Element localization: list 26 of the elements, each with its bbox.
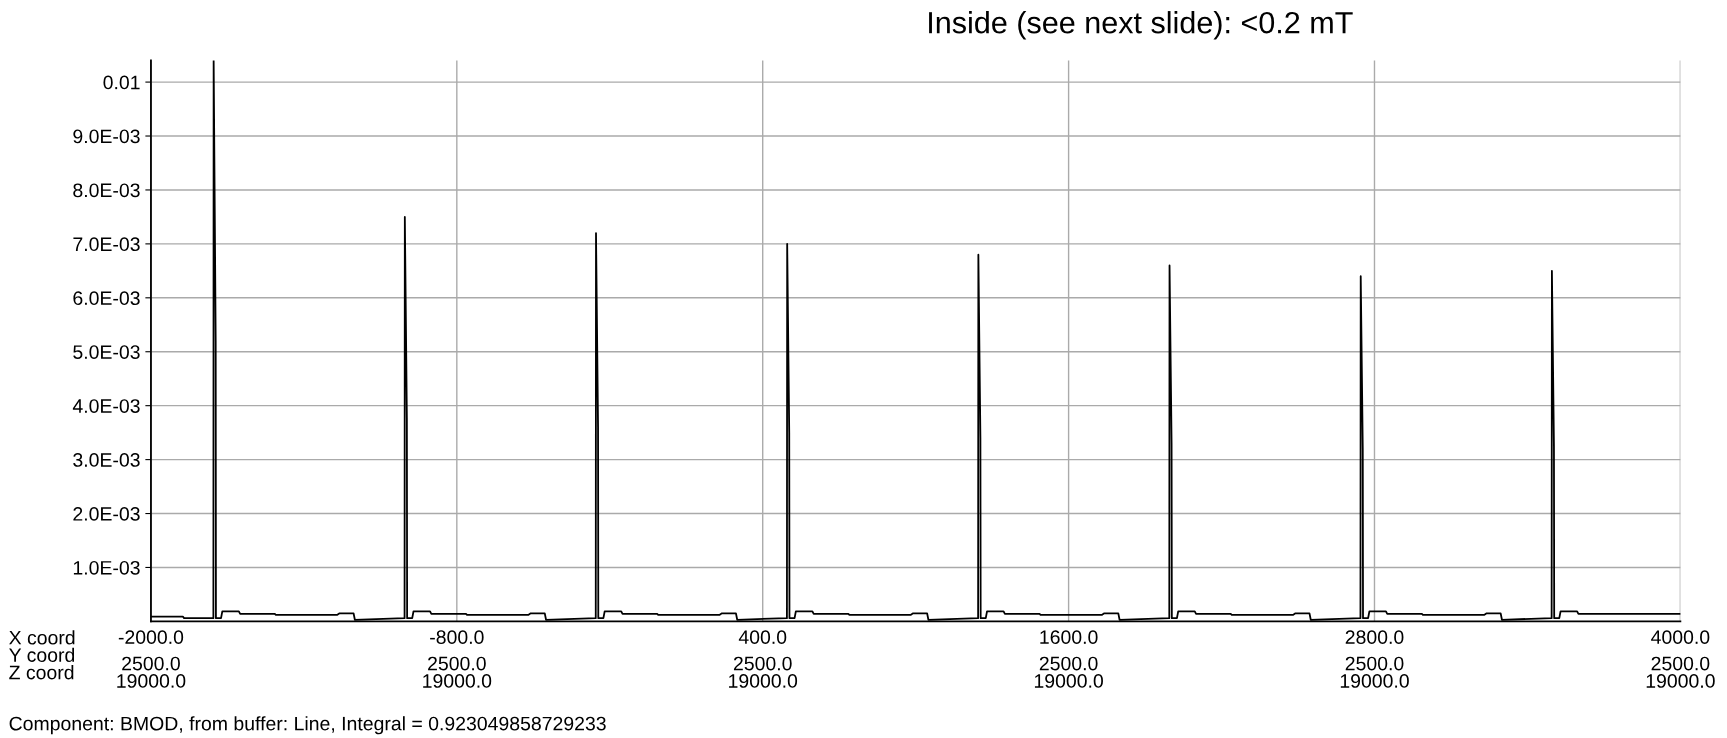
y-tick-label: 3.0E-03 <box>73 453 140 467</box>
y-tick-label: 5.0E-03 <box>73 345 140 359</box>
text: Component: BMOD, from buffer: Line, Integral = 0.923049858729233 <box>9 716 606 735</box>
y-tick-label: 0.01 <box>103 75 140 90</box>
x-tick-label: -2000.0 <box>118 630 184 645</box>
x-tick-label: 2800.0 <box>1345 630 1404 645</box>
x-axis-title: X coord Y coord Z coord <box>9 630 75 680</box>
y-tick-label: 8.0E-03 <box>73 183 140 198</box>
y-tick-label: 4.0E-03 <box>72 399 140 413</box>
text: 2500.0 19000.0 <box>1340 656 1409 688</box>
text: 2500.0 19000.0 <box>423 656 492 688</box>
x-tick-label: 400.0 <box>738 630 787 645</box>
x-tick-label: 4000.0 <box>1651 630 1710 645</box>
chart-title: Inside (see next slide): <0.2 mT <box>929 11 1353 40</box>
y-tick-label: 2.0E-03 <box>73 507 140 521</box>
line-series <box>150 60 1681 621</box>
y-tick-label: 9.0E-03 <box>73 129 140 144</box>
text: 2500.0 19000.0 <box>1034 656 1103 688</box>
x-tick-label: -800.0 <box>430 630 484 645</box>
text: 2500.0 19000.0 <box>117 656 186 688</box>
text: 2500.0 19000.0 <box>1646 656 1715 688</box>
y-tick-label: 6.0E-03 <box>73 291 140 306</box>
y-tick-label: 7.0E-03 <box>73 237 140 252</box>
y-tick-label: 1.0E-03 <box>73 560 140 575</box>
x-tick-label: 1600.0 <box>1040 630 1098 645</box>
text: 2500.0 19000.0 <box>729 656 798 688</box>
